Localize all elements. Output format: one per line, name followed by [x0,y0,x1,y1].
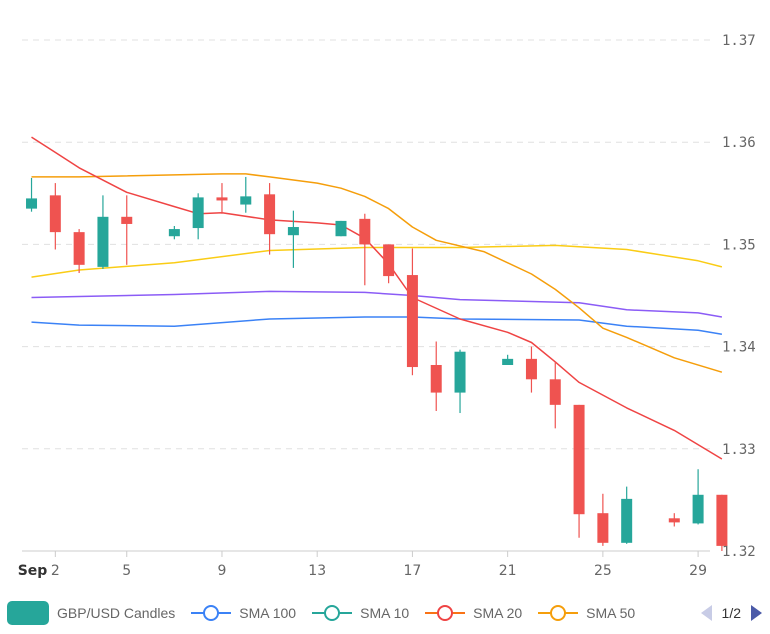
candles [26,176,728,551]
legend-label: SMA 100 [239,605,297,621]
candle-down [525,346,537,393]
x-month-label: Sep [18,563,48,579]
candle-down [430,341,442,411]
candle-down [383,244,395,284]
candle-body [502,358,514,365]
x-axis-ticks: Sep 2 5 9 13 17 21 25 29 [18,551,707,579]
legend-item-sma-50[interactable]: SMA 50 [538,603,635,623]
legend-next-page-icon[interactable] [751,605,762,621]
candle-body [692,494,704,524]
candle-body [525,358,537,380]
candle-body [383,244,395,277]
x-tick-label: 17 [404,563,422,579]
candle-up [26,177,38,212]
y-axis-ticks: 1.32 1.33 1.34 1.35 1.36 1.37 [722,33,756,560]
candle-up [335,220,347,237]
candle-down [359,213,371,286]
candle-body [192,197,204,229]
candle-down [121,195,133,265]
y-tick-label: 1.32 [722,544,756,560]
legend-item-sma-10[interactable]: SMA 10 [312,603,409,623]
candle-body [49,195,61,233]
y-tick-label: 1.37 [722,33,756,49]
candle-up [454,349,466,414]
series-line [31,316,723,336]
legend-label: SMA 20 [473,605,523,621]
legend: GBP/USD Candles SMA 100 SMA 10 SMA 20 SM… [0,598,770,628]
candle-body [621,498,633,543]
y-tick-label: 1.36 [722,135,756,151]
legend-swatch-sma-10 [312,605,353,621]
legend-page-indicator: 1/2 [721,605,741,621]
y-tick-label: 1.34 [722,340,756,356]
candle-body [406,275,418,368]
y-tick-label: 1.33 [722,442,756,458]
candle-up [287,210,299,268]
candle-body [573,404,585,515]
x-tick-label: 13 [308,563,326,579]
candle-down [49,183,61,250]
legend-swatch-candles [7,601,49,625]
legend-prev-page-icon[interactable] [700,605,712,621]
x-tick-label: 21 [499,563,517,579]
x-tick-label: 9 [218,563,227,579]
x-tick-label: 2 [51,563,60,579]
moving-average-lines [31,136,723,460]
candle-body [549,379,561,405]
candle-body [359,218,371,245]
candle-body [264,194,276,235]
candle-body [216,197,228,201]
candle-up [240,176,252,213]
x-tick-label: 25 [594,563,612,579]
series-line [31,173,723,373]
legend-item-candles[interactable]: GBP/USD Candles [7,601,175,625]
candle-body [716,494,728,546]
candle-body [26,198,38,209]
legend-item-sma-20[interactable]: SMA 20 [425,603,522,623]
candle-down [264,183,276,255]
candle-down [549,361,561,429]
legend-label: GBP/USD Candles [57,605,176,621]
series-line [31,244,723,278]
candle-body [287,227,299,236]
candle-down [573,404,585,538]
series-line [31,290,723,318]
x-tick-label: 5 [122,563,131,579]
candle-body [454,351,466,393]
x-tick-label: 29 [689,563,707,579]
y-tick-label: 1.35 [722,237,756,253]
candle-down [73,229,85,274]
candle-body [240,196,252,205]
candle-down [716,494,728,551]
candle-up [192,193,204,240]
series-line [31,136,723,460]
legend-swatch-sma-20 [425,605,466,621]
candle-down [668,513,680,527]
candle-body [597,513,609,543]
candle-down [406,248,418,376]
legend-swatch-sma-50 [538,605,579,621]
candle-up [692,469,704,525]
candle-up [168,226,180,240]
legend-pagination: 1/2 [700,605,762,621]
legend-item-sma-100[interactable]: SMA 100 [191,603,296,623]
candle-body [121,216,133,224]
candle-body [73,232,85,265]
candle-up [502,354,514,365]
legend-label: SMA 10 [360,605,410,621]
candle-body [668,518,680,523]
candle-body [335,220,347,237]
candle-body [97,216,109,267]
candle-up [97,195,109,269]
legend-swatch-sma-100 [191,605,232,621]
candle-down [597,493,609,546]
candle-up [621,486,633,544]
candle-down [216,183,228,214]
legend-label: SMA 50 [586,605,636,621]
candle-body [168,229,180,237]
candle-body [430,364,442,393]
